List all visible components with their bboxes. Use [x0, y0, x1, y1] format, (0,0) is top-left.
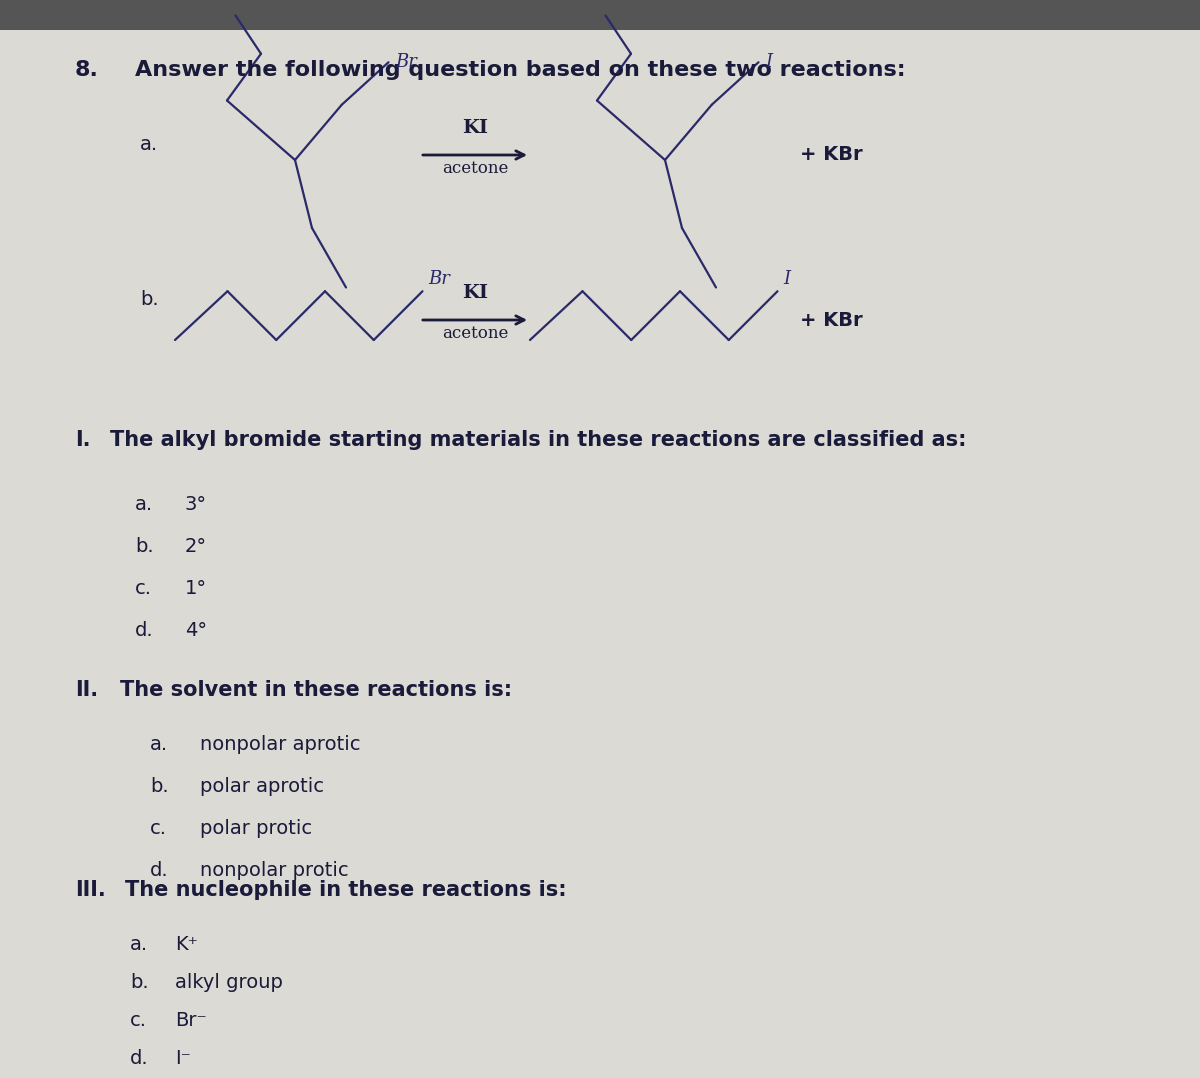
- Text: a.: a.: [134, 495, 154, 514]
- Text: + KBr: + KBr: [800, 310, 863, 330]
- Text: K⁺: K⁺: [175, 935, 198, 954]
- Text: c.: c.: [134, 579, 152, 598]
- Text: a.: a.: [150, 735, 168, 754]
- Text: II.: II.: [74, 680, 98, 700]
- Text: acetone: acetone: [442, 324, 508, 342]
- Text: b.: b.: [134, 537, 154, 556]
- Text: Br: Br: [395, 53, 418, 71]
- Text: d.: d.: [130, 1049, 149, 1068]
- Text: polar protic: polar protic: [200, 819, 312, 838]
- Text: b.: b.: [130, 973, 149, 992]
- Text: c.: c.: [150, 819, 167, 838]
- Text: b.: b.: [140, 290, 158, 309]
- Text: 1°: 1°: [185, 579, 208, 598]
- Text: The nucleophile in these reactions is:: The nucleophile in these reactions is:: [125, 880, 566, 900]
- Text: I: I: [784, 270, 791, 288]
- Text: 2°: 2°: [185, 537, 208, 556]
- Text: KI: KI: [462, 284, 488, 302]
- Text: alkyl group: alkyl group: [175, 973, 283, 992]
- Text: The alkyl bromide starting materials in these reactions are classified as:: The alkyl bromide starting materials in …: [110, 430, 966, 450]
- Text: I⁻: I⁻: [175, 1049, 191, 1068]
- Text: Answer the following question based on these two reactions:: Answer the following question based on t…: [134, 60, 906, 80]
- Text: acetone: acetone: [442, 160, 508, 177]
- Text: + KBr: + KBr: [800, 146, 863, 165]
- FancyBboxPatch shape: [0, 0, 1200, 30]
- Text: b.: b.: [150, 777, 169, 796]
- Text: polar aprotic: polar aprotic: [200, 777, 324, 796]
- Text: III.: III.: [74, 880, 106, 900]
- Text: 8.: 8.: [74, 60, 98, 80]
- Text: KI: KI: [462, 119, 488, 137]
- Text: I.: I.: [74, 430, 90, 450]
- Text: Br: Br: [428, 270, 450, 288]
- Text: I: I: [766, 53, 773, 71]
- Text: a.: a.: [140, 135, 158, 154]
- Text: a.: a.: [130, 935, 148, 954]
- Text: 4°: 4°: [185, 621, 208, 640]
- Text: The solvent in these reactions is:: The solvent in these reactions is:: [120, 680, 512, 700]
- Text: Br⁻: Br⁻: [175, 1011, 206, 1029]
- Text: d.: d.: [150, 861, 169, 880]
- Text: c.: c.: [130, 1011, 148, 1029]
- Text: nonpolar protic: nonpolar protic: [200, 861, 349, 880]
- Text: nonpolar aprotic: nonpolar aprotic: [200, 735, 360, 754]
- Text: d.: d.: [134, 621, 154, 640]
- Text: 3°: 3°: [185, 495, 208, 514]
